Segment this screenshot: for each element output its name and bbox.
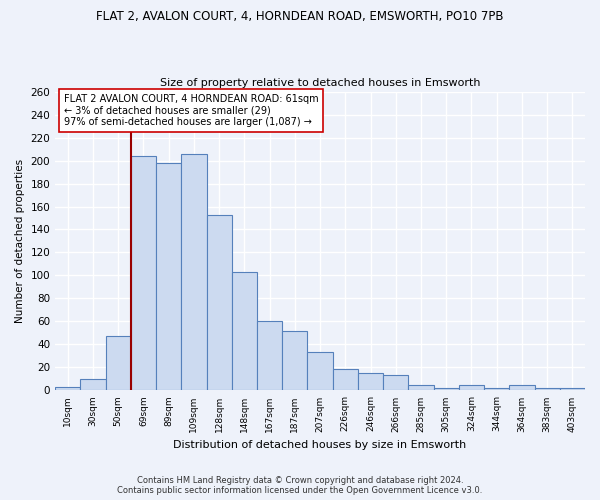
Bar — [131, 156, 156, 390]
Bar — [358, 373, 383, 390]
Bar — [232, 272, 257, 390]
Bar — [181, 154, 206, 390]
Bar — [80, 379, 106, 390]
Bar — [55, 387, 80, 390]
Text: FLAT 2, AVALON COURT, 4, HORNDEAN ROAD, EMSWORTH, PO10 7PB: FLAT 2, AVALON COURT, 4, HORNDEAN ROAD, … — [96, 10, 504, 23]
Bar — [257, 322, 282, 390]
Bar — [156, 163, 181, 390]
Bar — [383, 376, 409, 390]
Bar — [560, 388, 585, 390]
Bar — [509, 384, 535, 390]
X-axis label: Distribution of detached houses by size in Emsworth: Distribution of detached houses by size … — [173, 440, 467, 450]
Bar — [206, 214, 232, 390]
Bar — [282, 330, 307, 390]
Y-axis label: Number of detached properties: Number of detached properties — [15, 159, 25, 323]
Text: FLAT 2 AVALON COURT, 4 HORNDEAN ROAD: 61sqm
← 3% of detached houses are smaller : FLAT 2 AVALON COURT, 4 HORNDEAN ROAD: 61… — [64, 94, 319, 127]
Title: Size of property relative to detached houses in Emsworth: Size of property relative to detached ho… — [160, 78, 481, 88]
Bar — [535, 388, 560, 390]
Text: Contains HM Land Registry data © Crown copyright and database right 2024.
Contai: Contains HM Land Registry data © Crown c… — [118, 476, 482, 495]
Bar — [332, 368, 358, 390]
Bar — [307, 352, 332, 391]
Bar — [459, 384, 484, 390]
Bar — [434, 388, 459, 390]
Bar — [484, 388, 509, 390]
Bar — [106, 336, 131, 390]
Bar — [409, 384, 434, 390]
